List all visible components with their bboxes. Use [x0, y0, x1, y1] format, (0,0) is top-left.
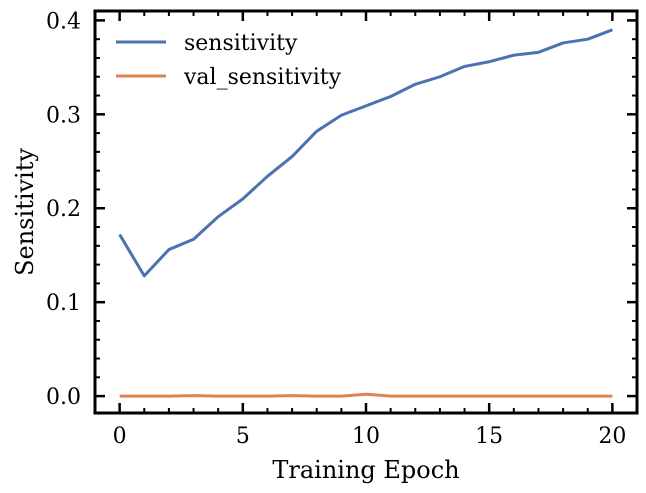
- x-tick-label: 20: [598, 424, 626, 449]
- legend-label: sensitivity: [184, 31, 298, 56]
- legend: sensitivity val_sensitivity: [116, 31, 342, 90]
- x-tick-label: 10: [352, 424, 380, 449]
- y-tick-label: 0.1: [46, 291, 81, 316]
- series-line-val-sensitivity: [119, 392, 613, 398]
- legend-label: val_sensitivity: [183, 65, 342, 90]
- x-tick-label: 5: [236, 424, 250, 449]
- y-tick-label: 0.0: [46, 385, 81, 410]
- y-tick-label: 0.2: [46, 197, 81, 222]
- axis-ticks: [94, 11, 638, 413]
- series-lines: [118, 28, 613, 398]
- x-tick-label: 15: [475, 424, 503, 449]
- tick-labels: 0 5 10 15 20 0.0 0.1 0.2 0.3 0.4: [46, 9, 626, 449]
- y-tick-label: 0.4: [46, 9, 81, 34]
- series-line-sensitivity: [118, 28, 613, 278]
- y-axis-label: Sensitivity: [11, 148, 39, 276]
- x-tick-label: 0: [113, 424, 127, 449]
- x-axis-label: Training Epoch: [272, 456, 459, 484]
- y-tick-label: 0.3: [46, 103, 81, 128]
- plot-frame: [93, 9, 639, 415]
